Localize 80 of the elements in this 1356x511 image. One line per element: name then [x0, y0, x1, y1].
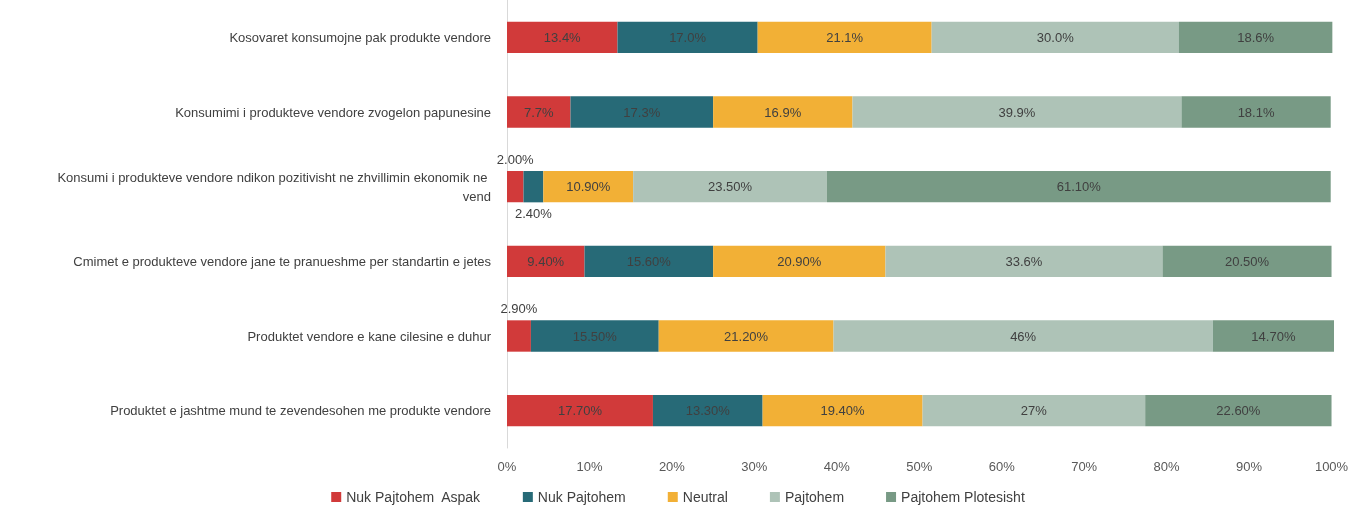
bar: [570, 96, 714, 128]
bar: [584, 245, 714, 278]
bar: [507, 394, 653, 427]
legend-label: Neutral: [682, 489, 728, 505]
data-label: 30.0%: [1036, 29, 1075, 45]
bar: [826, 170, 1331, 203]
bar: [833, 320, 1213, 352]
bar: [507, 245, 585, 278]
legend-label: Pajtohem: [784, 489, 845, 505]
x-tick-label: 30%: [741, 459, 768, 474]
data-label: 27%: [1020, 403, 1048, 419]
data-label: 20.90%: [777, 253, 822, 269]
bar: [507, 96, 571, 128]
data-label: 14.70%: [1251, 328, 1296, 344]
data-label: 18.1%: [1237, 104, 1275, 120]
bar: [1145, 394, 1332, 427]
x-tick-label: 70%: [1071, 459, 1098, 474]
y-tick-label: Produktet e jashtme mund te zevendesohen me produkte vendore: [110, 403, 491, 419]
data-label: 61.10%: [1056, 179, 1102, 195]
data-label: 9.40%: [527, 253, 565, 269]
data-label: 23.50%: [707, 179, 753, 195]
bar: [507, 21, 618, 54]
y-tick-label: Konsumimi i produkteve vendore zvogelon papunesine: [175, 104, 491, 120]
x-tick-label: 10%: [576, 459, 603, 474]
x-tick-label: 50%: [906, 459, 933, 474]
bar: [852, 96, 1182, 128]
bar: [931, 21, 1179, 54]
data-label: 13.30%: [685, 403, 731, 419]
data-label: 19.40%: [820, 403, 866, 419]
y-tick-label: Kosovaret konsumojne pak produkte vendore: [229, 29, 491, 45]
x-tick-label: 40%: [823, 459, 851, 474]
bar: [713, 245, 886, 278]
y-tick-label: Cmimet e produkteve vendore jane te pranueshme per standartin e jetes: [73, 253, 492, 269]
bar: [658, 320, 834, 352]
x-tick-label: 20%: [658, 459, 686, 474]
bar: [762, 394, 923, 427]
bar: [757, 21, 932, 54]
data-label: 39.9%: [998, 104, 1036, 120]
legend-label: Nuk Pajtohem: [537, 489, 626, 505]
bar: [922, 394, 1146, 427]
data-label: 2.00%: [496, 151, 535, 167]
y-tick-label: Produktet vendore e kane cilesine e duhur: [247, 328, 492, 344]
bar: [530, 320, 659, 352]
data-label: 7.7%: [523, 104, 554, 120]
data-label: 22.60%: [1216, 403, 1261, 419]
bar: [885, 245, 1163, 278]
data-label: 21.1%: [826, 29, 864, 45]
x-tick-label: 90%: [1236, 459, 1263, 474]
data-label: 33.6%: [1005, 253, 1043, 269]
data-label: 15.60%: [626, 253, 672, 269]
data-label: 21.20%: [724, 328, 769, 344]
data-label: 2.40%: [514, 206, 553, 222]
bar: [1162, 245, 1332, 278]
data-label: 10.90%: [566, 179, 611, 195]
data-label: 15.50%: [572, 328, 618, 344]
legend-label: Pajtohem Plotesisht: [901, 489, 1025, 505]
bar: [1178, 21, 1333, 54]
bar: [543, 170, 634, 203]
bar: [617, 21, 758, 54]
data-label: 17.70%: [557, 403, 603, 419]
data-label: 20.50%: [1224, 253, 1270, 269]
data-label: 13.4%: [543, 29, 582, 45]
x-tick-label: 100%: [1314, 459, 1349, 474]
data-label: 46%: [1010, 328, 1037, 344]
x-tick-label: 60%: [988, 459, 1016, 474]
bar: [652, 394, 763, 427]
data-label: 2.90%: [500, 301, 538, 317]
x-tick-label: 80%: [1153, 459, 1181, 474]
bar: [713, 96, 853, 128]
bar: [507, 320, 531, 352]
legend-label: Nuk Pajtohem Aspak: [346, 489, 482, 505]
y-tick-label: Konsumi i produkteve vendore ndikon pozitivisht ne zhvillimin ekonomik ne vend: [57, 169, 491, 204]
bar: [1212, 320, 1334, 352]
data-label: 16.9%: [764, 104, 802, 120]
data-label: 18.6%: [1237, 29, 1275, 45]
bar: [633, 170, 827, 203]
bar: [523, 170, 544, 203]
x-tick-label: 0%: [497, 459, 517, 474]
bar: [1181, 96, 1331, 128]
bar: [507, 170, 524, 203]
